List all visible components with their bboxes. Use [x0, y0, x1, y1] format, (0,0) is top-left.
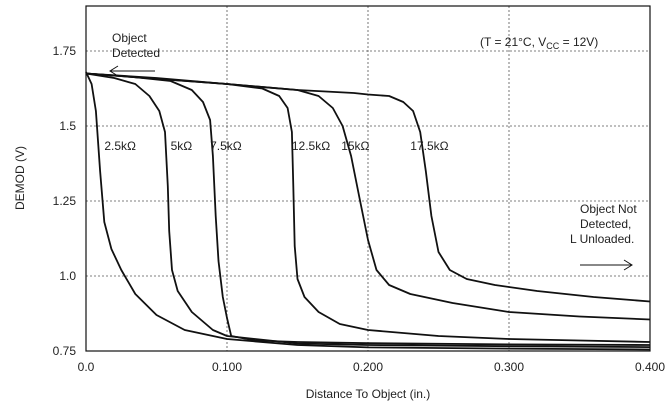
condition-annotation: (T = 21°C, VCC = 12V): [480, 35, 598, 51]
series-label: 7.5kΩ: [210, 139, 242, 153]
series-curves: [85, 71, 651, 351]
series-labels: 2.5kΩ 5kΩ 7.5kΩ 12.5kΩ 15kΩ 17.5kΩ: [104, 139, 448, 153]
left-arrow-icon: [109, 65, 155, 77]
y-tick-label: 1.0: [59, 269, 76, 283]
series-label: 15kΩ: [341, 139, 369, 153]
y-tick-label: 1.75: [53, 44, 77, 58]
series-label: 12.5kΩ: [292, 139, 330, 153]
series-label: 5kΩ: [171, 139, 193, 153]
series-curve: [85, 72, 651, 343]
object-not-detected-line2: Detected,: [580, 217, 631, 231]
condition-suffix: = 12V): [559, 35, 598, 49]
series-curve: [85, 72, 651, 348]
condition-prefix: (T = 21°C, V: [480, 35, 546, 49]
object-detected-line1: Object: [112, 31, 147, 45]
right-arrow-icon: [580, 259, 633, 271]
series-curve: [85, 72, 651, 321]
series-label: 2.5kΩ: [104, 139, 136, 153]
y-tick-labels: 0.75 1.0 1.25 1.5 1.75: [53, 44, 77, 358]
series-curve: [85, 72, 651, 346]
plot-frame: [85, 5, 651, 352]
y-tick-label: 1.25: [53, 194, 77, 208]
series-curve: [85, 71, 651, 351]
x-axis-label: Distance To Object (in.): [306, 387, 431, 401]
x-tick-label: 0.200: [353, 360, 383, 374]
series-label: 17.5kΩ: [410, 139, 448, 153]
x-tick-label: 0.400: [635, 360, 665, 374]
object-detected-line2: Detected: [112, 46, 160, 60]
y-axis-label: DEMOD (V): [13, 146, 27, 210]
object-not-detected-line1: Object Not: [580, 202, 637, 216]
y-tick-label: 0.75: [53, 344, 77, 358]
x-tick-label: 0.300: [494, 360, 524, 374]
series-curve: [85, 72, 651, 303]
y-tick-label: 1.5: [59, 119, 76, 133]
object-not-detected-line3: L Unloaded.: [570, 232, 634, 246]
condition-subscript: CC: [546, 41, 559, 51]
x-tick-label: 0.100: [212, 360, 242, 374]
x-tick-labels: 0.0 0.100 0.200 0.300 0.400: [78, 360, 665, 374]
grid-lines: [86, 6, 650, 351]
x-tick-label: 0.0: [78, 360, 95, 374]
